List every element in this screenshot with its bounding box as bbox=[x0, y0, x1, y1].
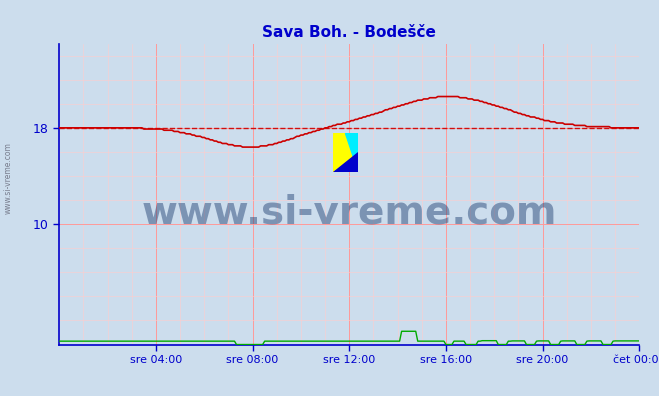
Text: www.si-vreme.com: www.si-vreme.com bbox=[142, 193, 557, 231]
Legend: temperatura [C], pretok [m3/s]: temperatura [C], pretok [m3/s] bbox=[284, 395, 415, 396]
Title: Sava Boh. - Bodešče: Sava Boh. - Bodešče bbox=[262, 25, 436, 40]
Text: www.si-vreme.com: www.si-vreme.com bbox=[4, 142, 13, 214]
Polygon shape bbox=[333, 152, 358, 172]
Polygon shape bbox=[345, 133, 358, 172]
